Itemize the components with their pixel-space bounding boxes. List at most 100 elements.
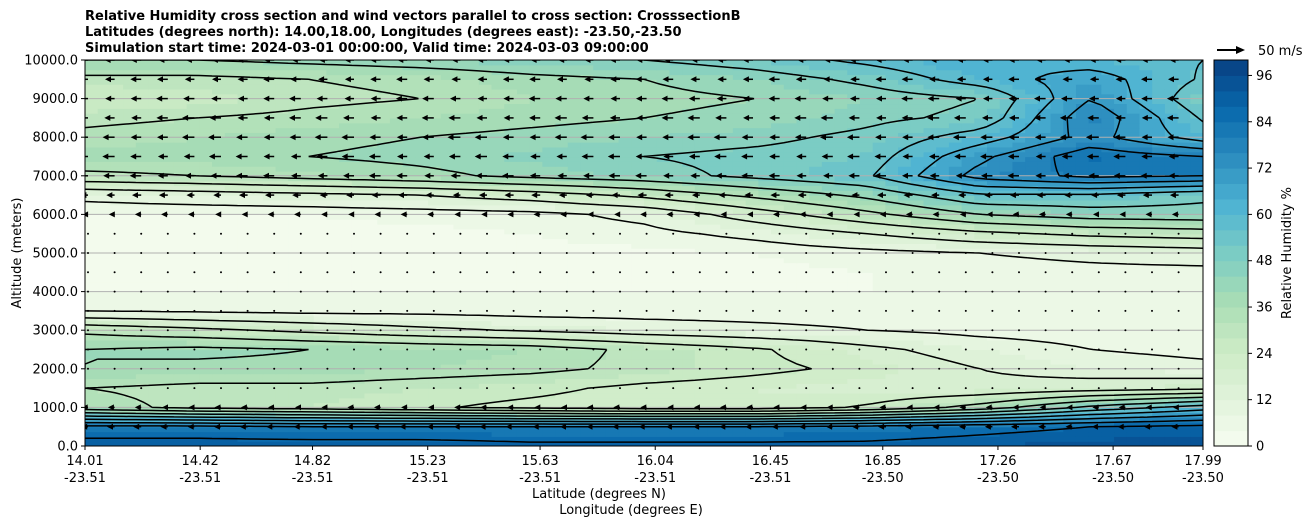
rh-cell <box>707 257 721 264</box>
rh-cell <box>618 426 632 433</box>
rh-cell <box>961 296 975 302</box>
rh-cell <box>529 397 543 404</box>
rh-cell <box>999 204 1014 211</box>
rh-cell <box>389 233 404 240</box>
rh-cell <box>1177 281 1191 288</box>
rh-cell <box>923 388 937 394</box>
rh-cell <box>491 306 505 312</box>
rh-cell <box>872 238 886 244</box>
rh-cell <box>161 388 175 394</box>
rh-cell <box>783 180 798 187</box>
rh-cell <box>212 301 226 307</box>
rh-cell <box>796 388 810 394</box>
rh-cell <box>377 214 391 220</box>
rh-cell <box>440 344 455 351</box>
rh-cell <box>1164 325 1179 331</box>
rh-cell <box>936 219 950 225</box>
rh-cell <box>389 426 404 433</box>
rh-cell <box>1075 214 1090 220</box>
rh-cell <box>173 392 188 399</box>
rh-cell <box>758 306 772 312</box>
rh-cell <box>1114 354 1128 360</box>
rh-cell <box>809 170 823 177</box>
rh-cell <box>999 195 1014 201</box>
rh-cell <box>720 272 734 278</box>
rh-cell <box>466 339 480 346</box>
rh-cell <box>593 306 607 312</box>
rh-cell <box>491 426 505 433</box>
rh-cell <box>834 431 848 437</box>
rh-cell <box>161 426 175 433</box>
rh-cell <box>923 243 937 249</box>
rh-cell <box>1025 175 1039 182</box>
rh-cell <box>593 185 607 191</box>
rh-cell <box>135 373 150 380</box>
rh-cell <box>1139 407 1153 413</box>
rh-cell <box>580 349 594 355</box>
rh-cell <box>1152 359 1166 365</box>
rh-cell <box>148 253 162 259</box>
rh-cell <box>224 441 239 446</box>
rh-cell <box>428 335 442 341</box>
rh-cell <box>987 272 1001 278</box>
rh-cell <box>1139 315 1153 322</box>
rh-cell <box>364 383 378 389</box>
rh-cell <box>567 195 582 201</box>
rh-cell <box>847 392 861 399</box>
rh-cell <box>555 349 569 355</box>
rh-cell <box>605 407 620 413</box>
rh-cell <box>618 286 632 293</box>
rh-cell <box>1164 320 1179 326</box>
rh-cell <box>1164 330 1179 336</box>
rh-cell <box>300 315 315 322</box>
rh-cell <box>148 262 162 269</box>
rh-cell <box>478 224 493 230</box>
rh-cell <box>771 286 785 293</box>
rh-cell <box>389 402 404 408</box>
rh-cell <box>656 301 670 307</box>
rh-cell <box>809 262 823 269</box>
rh-cell <box>745 392 759 399</box>
rh-cell <box>313 368 327 375</box>
rh-cell <box>173 228 188 235</box>
rh-cell <box>1114 253 1128 259</box>
rh-cell <box>910 402 925 408</box>
rh-cell <box>237 175 251 182</box>
rh-cell <box>326 421 340 428</box>
rh-cell <box>555 214 569 220</box>
rh-cell <box>1025 272 1039 278</box>
rh-cell <box>656 436 670 442</box>
rh-cell <box>250 310 264 317</box>
rh-cell <box>478 228 493 235</box>
rh-cell <box>250 349 264 355</box>
rh-cell <box>1190 359 1203 365</box>
rh-cell <box>491 219 505 225</box>
rh-cell <box>567 248 582 254</box>
rh-cell <box>1012 248 1026 254</box>
rh-cell <box>97 335 111 341</box>
rh-cell <box>135 368 150 375</box>
rh-cell <box>796 286 810 293</box>
rh-cell <box>961 378 975 384</box>
rh-cell <box>1037 248 1052 254</box>
rh-cell <box>250 224 264 230</box>
rh-cell <box>237 272 251 278</box>
rh-cell <box>593 359 607 365</box>
rh-cell <box>669 320 683 326</box>
rh-cell <box>415 291 429 298</box>
rh-cell <box>771 359 785 365</box>
rh-cell <box>910 195 925 201</box>
rh-cell <box>898 315 912 322</box>
rh-cell <box>669 335 683 341</box>
rh-cell <box>720 233 734 240</box>
rh-cell <box>186 330 200 336</box>
rh-cell <box>809 349 823 355</box>
rh-cell <box>529 253 543 259</box>
rh-cell <box>516 190 531 196</box>
rh-cell <box>669 373 683 380</box>
rh-cell <box>262 421 277 428</box>
rh-cell <box>707 195 721 201</box>
rh-cell <box>275 431 289 437</box>
rh-cell <box>771 272 785 278</box>
rh-cell <box>936 363 950 370</box>
